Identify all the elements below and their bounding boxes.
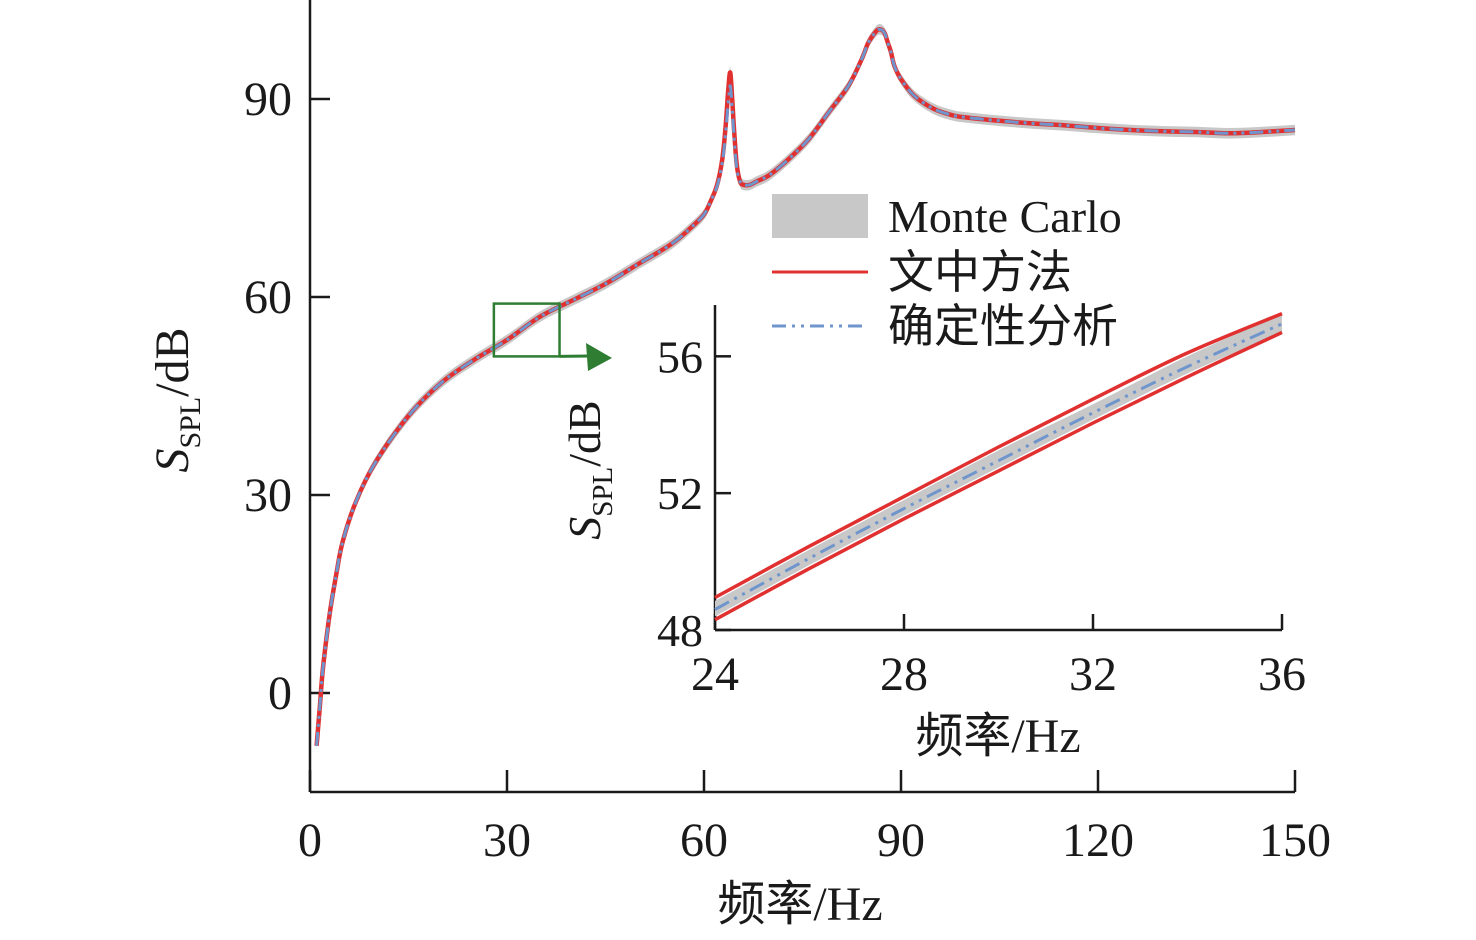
inset-series-method-upper-line xyxy=(714,311,1283,600)
main-x-tick-label: 120 xyxy=(1062,814,1134,867)
legend-label-deterministic: 确定性分析 xyxy=(888,301,1118,352)
inset-series-deterministic-line xyxy=(714,322,1283,611)
main-x-axis-title: 频率/Hz xyxy=(717,878,882,931)
main-x-tick-label: 60 xyxy=(680,814,728,867)
inset-series-method-lower-line xyxy=(714,330,1283,622)
main-y-tick-label: 90 xyxy=(244,73,292,126)
main-y-axis-title-symbol: S xyxy=(146,449,199,473)
main-x-tick-label: 30 xyxy=(483,814,531,867)
main-y-tick-label: 30 xyxy=(244,469,292,522)
main-y-axis-title-unit: /dB xyxy=(146,327,199,396)
main-y-tick-label: 0 xyxy=(268,667,292,720)
legend-label-monte_carlo: Monte Carlo xyxy=(888,191,1122,242)
inset-y-tick-label: 52 xyxy=(657,468,703,519)
zoom-arrow-head xyxy=(586,343,612,371)
inset-x-tick-label: 32 xyxy=(1069,648,1117,701)
main-y-tick-label: 60 xyxy=(244,271,292,324)
inset-series-monte-carlo-band xyxy=(715,313,1282,617)
main-series-deterministic-line xyxy=(315,27,1296,746)
inset-x-tick-label: 36 xyxy=(1258,648,1306,701)
inset-y-tick-label: 56 xyxy=(657,331,703,382)
main-x-tick-label: 90 xyxy=(877,814,925,867)
main-y-axis-title: SSPL/dB xyxy=(146,327,207,472)
legend-label-method: 文中方法 xyxy=(888,247,1072,298)
main-x-tick-label: 0 xyxy=(298,814,322,867)
inset-y-axis-title-subscript: SPL xyxy=(587,467,619,517)
legend-swatch-monte-carlo xyxy=(772,194,868,238)
main-y-axis-title-subscript: SPL xyxy=(174,397,207,449)
inset-y-tick-label: 48 xyxy=(657,605,703,656)
main-x-tick-label: 150 xyxy=(1259,814,1331,867)
inset-x-tick-label: 24 xyxy=(691,648,739,701)
inset-x-axis-title: 频率/Hz xyxy=(915,710,1080,763)
zoom-box xyxy=(492,302,561,358)
inset-x-tick-label: 28 xyxy=(880,648,928,701)
inset-y-axis-title-unit: /dB xyxy=(559,400,610,466)
inset-plot: 24 28 32 36 48 52 56 频率/Hz SSPL/dB xyxy=(559,305,1306,763)
inset-y-axis-title-symbol: S xyxy=(559,517,610,540)
inset-y-axis-title: SSPL/dB xyxy=(559,400,619,539)
